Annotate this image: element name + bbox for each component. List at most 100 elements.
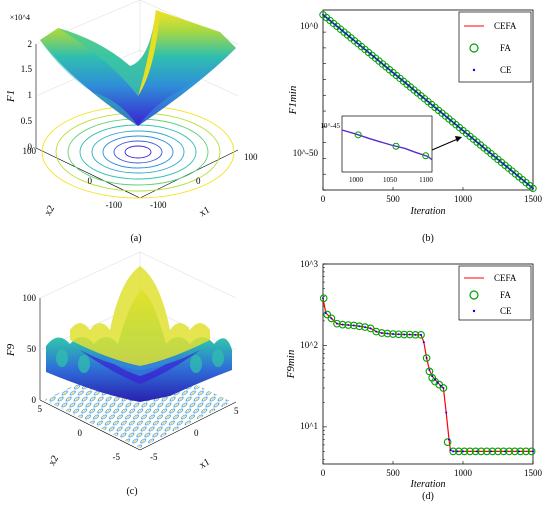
ce-point (427, 100, 429, 103)
ce-point (507, 167, 510, 170)
ce-point (329, 19, 331, 22)
panel-d-series (319, 294, 536, 456)
ce-point (528, 184, 531, 187)
panel-b-x-ticks: 0 500 1000 1500 (321, 194, 543, 204)
panel-b-legend: CEFA FA CE (458, 11, 532, 83)
panel-c-z-tick: 0 (32, 395, 37, 405)
ce-point (452, 450, 455, 453)
ce-point (512, 171, 515, 174)
panel-a-x-tick: -100 (150, 200, 167, 210)
panel-c-y-tick: 0 (78, 428, 83, 438)
panel-d-y-label: F9min (285, 349, 297, 379)
ce-point (402, 80, 405, 83)
fa-point (411, 330, 420, 339)
panel-d-y-tick: 10^2 (300, 340, 318, 350)
ce-point (502, 162, 505, 165)
panel-b: 0 500 1000 1500 Iteration 10^0 10^-50 F1… (287, 9, 543, 244)
ce-point (495, 157, 498, 159)
panel-d-y-tick: 10^1 (300, 421, 318, 431)
ce-point (439, 110, 442, 113)
ce-point (420, 94, 422, 97)
ce-point (346, 34, 349, 36)
fa-point (323, 310, 332, 319)
panel-a-y-label: x2 (43, 204, 58, 218)
panel-b-series (319, 11, 537, 193)
ce-point (343, 31, 345, 34)
ce-point (442, 113, 445, 116)
legend-label: CE (500, 65, 512, 75)
panel-b-y-tick-top: 10^0 (300, 21, 318, 31)
legend-label: FA (500, 43, 511, 53)
panel-c-z-tick: 100 (23, 293, 37, 303)
panel-a-y-tick: 0 (88, 176, 93, 186)
panel-b-inset-y-tick: 10^-45 (320, 122, 340, 130)
ce-point (332, 22, 335, 25)
legend-dot-marker (472, 68, 476, 72)
ce-point (408, 333, 411, 336)
ce-point (336, 322, 338, 325)
panel-d-y-ticks: 10^3 10^2 10^1 (300, 259, 318, 431)
ce-point (525, 181, 527, 184)
panel-b-x-tick: 500 (386, 194, 400, 204)
ce-point (325, 16, 328, 19)
ce-point (399, 77, 401, 80)
ce-point (474, 139, 477, 142)
ce-point (476, 141, 478, 144)
fa-point (527, 447, 536, 456)
panel-d-x-tick: 1000 (454, 468, 473, 478)
fa-point (417, 330, 425, 339)
ce-point (344, 32, 347, 35)
panel-a: ×10^4 2 1.5 1 0.5 0 F1 100 0 -100 x2 -10… (5, 0, 258, 244)
ce-point (436, 381, 439, 384)
ce-point (386, 332, 389, 335)
ce-point (486, 149, 489, 152)
ce-point (397, 76, 400, 78)
ce-point (323, 15, 326, 18)
panel-c-z-label: F9 (5, 343, 17, 357)
ce-point (476, 450, 478, 453)
ce-point (406, 83, 408, 86)
legend-circle-marker (469, 290, 479, 300)
ce-point (397, 333, 400, 336)
panel-b-inset-x-tick: 1100 (419, 176, 433, 184)
panel-b-inset-x-tick: 1050 (383, 176, 398, 184)
fa-point (366, 324, 375, 333)
ce-point (442, 387, 445, 390)
panel-c-y-tick: -5 (113, 452, 121, 462)
ce-point (497, 158, 499, 161)
ce-point (483, 146, 485, 149)
ce-point (491, 154, 494, 157)
panel-b-x-tick: 1500 (524, 194, 543, 204)
panel-b-x-label: Iteration (410, 206, 446, 217)
ce-point (403, 333, 406, 336)
ce-point (324, 312, 327, 315)
ce-point (456, 125, 459, 128)
ce-point (448, 118, 450, 120)
panel-a-z-tick: 0 (28, 142, 33, 152)
panel-b-ticks (322, 16, 534, 191)
ce-point (381, 63, 384, 65)
ce-point (341, 29, 344, 32)
ce-point (322, 297, 324, 300)
ce-point (341, 323, 344, 326)
ce-point (355, 41, 358, 44)
ce-point (407, 84, 410, 87)
ce-point (374, 57, 377, 60)
ce-point (462, 129, 464, 132)
panel-b-x-tick: 0 (321, 194, 326, 204)
ce-point (400, 78, 403, 81)
ce-point (449, 448, 452, 451)
panel-a-z-label: F1 (5, 90, 17, 103)
ce-point (431, 375, 434, 378)
ce-point (484, 148, 487, 151)
ce-point (511, 170, 513, 172)
panel-a-x-label: x1 (198, 205, 212, 220)
panel-a-y-tick: 100 (23, 146, 37, 156)
panel-c-x-label: x1 (198, 457, 212, 472)
ce-point (516, 174, 519, 177)
fa-point (319, 294, 328, 303)
ce-point (375, 330, 378, 333)
ce-point (392, 71, 394, 74)
legend-label: CEFA (494, 21, 517, 31)
panel-c-y-label: x2 (47, 454, 62, 468)
